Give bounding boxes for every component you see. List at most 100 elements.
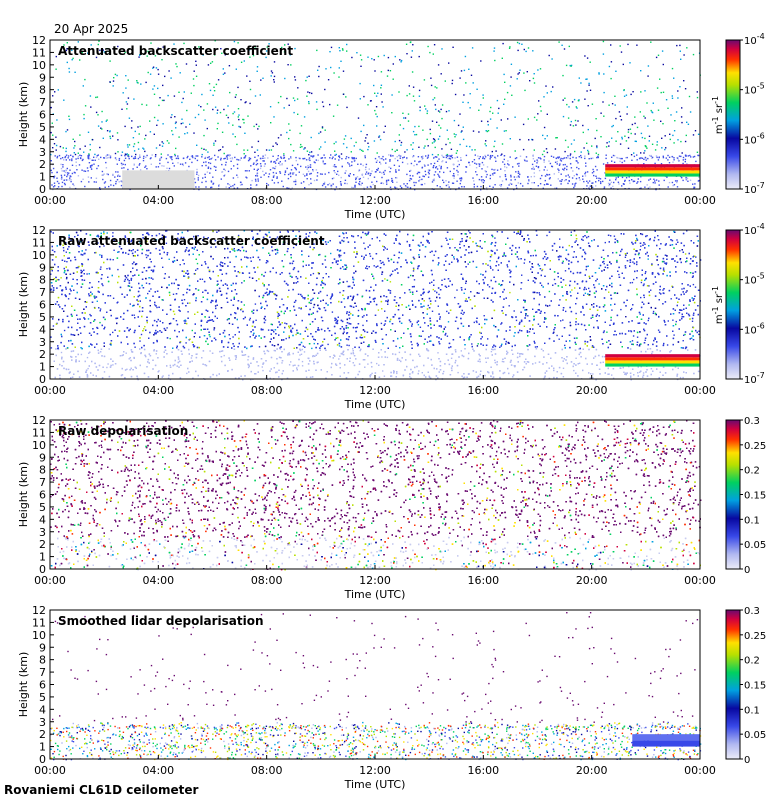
y-tick-label: 1 (39, 361, 46, 374)
x-tick-label: 00:00 (34, 194, 66, 207)
y-tick-label: 7 (39, 666, 46, 679)
y-tick-label: 4 (39, 513, 46, 526)
y-tick-label: 10 (32, 249, 46, 262)
plot-area (50, 420, 700, 569)
y-tick-label: 0 (39, 563, 46, 576)
y-axis-label: Height (km) (17, 462, 30, 528)
y-tick-label: 6 (39, 679, 46, 692)
colorbar-label: m-1 sr-1 (711, 96, 725, 134)
panel-2: Raw attenuated backscatter coefficient01… (17, 222, 765, 411)
colorbar-tick-label: 0.3 (744, 416, 760, 427)
x-tick-label: 16:00 (467, 384, 499, 397)
colorbar-tick-label: 0.05 (744, 730, 766, 741)
y-tick-label: 5 (39, 311, 46, 324)
colorbar-tick-label: 10-6 (744, 131, 765, 146)
y-tick-label: 5 (39, 691, 46, 704)
y-tick-label: 0 (39, 373, 46, 386)
colorbar-tick-label: 10-5 (744, 272, 765, 287)
x-tick-label: 16:00 (467, 574, 499, 587)
x-tick-label: 12:00 (359, 764, 391, 777)
x-tick-label: 20:00 (576, 574, 608, 587)
colorbar-tick-label: 0.2 (744, 656, 760, 667)
x-axis-label: Time (UTC) (344, 398, 406, 411)
y-tick-label: 9 (39, 451, 46, 464)
y-tick-label: 3 (39, 716, 46, 729)
colorbar-tick-label: 0.25 (744, 441, 766, 452)
colorbar-tick-label: 0.1 (744, 515, 760, 526)
x-tick-label: 00:00 (34, 764, 66, 777)
colorbar-label: m-1 sr-1 (711, 286, 725, 324)
colorbar-tick-label: 0.2 (744, 466, 760, 477)
x-tick-label: 04:00 (142, 194, 174, 207)
y-axis-label: Height (km) (17, 652, 30, 718)
y-tick-label: 4 (39, 703, 46, 716)
x-tick-label: 20:00 (576, 194, 608, 207)
y-tick-label: 4 (39, 323, 46, 336)
panel-4: Smoothed lidar depolarisation01234567891… (17, 604, 766, 791)
y-tick-label: 2 (39, 538, 46, 551)
colorbar-tick-label: 0.25 (744, 631, 766, 642)
y-tick-label: 9 (39, 641, 46, 654)
y-tick-label: 8 (39, 464, 46, 477)
y-tick-label: 6 (39, 299, 46, 312)
x-tick-label: 16:00 (467, 764, 499, 777)
colorbar-tick-label: 10-6 (744, 321, 765, 336)
y-axis-label: Height (km) (17, 82, 30, 148)
cloud-layer (605, 164, 700, 177)
y-tick-label: 7 (39, 286, 46, 299)
colorbar-tick-label: 0.05 (744, 540, 766, 551)
y-tick-label: 0 (39, 753, 46, 766)
y-tick-label: 8 (39, 84, 46, 97)
y-tick-label: 12 (32, 604, 46, 617)
y-tick-label: 2 (39, 158, 46, 171)
y-tick-label: 9 (39, 261, 46, 274)
x-tick-label: 00:00 (34, 384, 66, 397)
y-tick-label: 1 (39, 551, 46, 564)
x-tick-label: 04:00 (142, 384, 174, 397)
x-tick-label: 00:00 (684, 194, 716, 207)
station-label: Rovaniemi CL61D ceilometer (4, 783, 199, 797)
x-tick-label: 08:00 (251, 384, 283, 397)
colorbar-tick-label: 10-7 (744, 181, 765, 196)
y-tick-label: 9 (39, 71, 46, 84)
y-tick-label: 0 (39, 183, 46, 196)
x-axis-label: Time (UTC) (344, 778, 406, 791)
y-tick-label: 11 (32, 236, 46, 249)
colorbar-tick-label: 0 (744, 755, 750, 766)
colorbar-tick-label: 0.15 (744, 491, 766, 502)
x-tick-label: 04:00 (142, 764, 174, 777)
x-tick-label: 00:00 (34, 574, 66, 587)
colorbar-tick-label: 10-4 (744, 222, 765, 237)
x-tick-label: 08:00 (251, 574, 283, 587)
y-tick-label: 11 (32, 426, 46, 439)
y-tick-label: 3 (39, 336, 46, 349)
x-tick-label: 20:00 (576, 764, 608, 777)
y-tick-label: 10 (32, 59, 46, 72)
y-tick-label: 5 (39, 121, 46, 134)
no-data-region (122, 170, 195, 189)
colorbar-tick-label: 10-7 (744, 371, 765, 386)
panels: Attenuated backscatter coefficient012345… (17, 32, 766, 791)
panel-title: Raw depolarisation (58, 424, 188, 438)
x-tick-label: 16:00 (467, 194, 499, 207)
heatmap-texture (50, 612, 702, 761)
colorbar-tick-label: 0.3 (744, 606, 760, 617)
x-axis-label: Time (UTC) (344, 588, 406, 601)
y-tick-label: 5 (39, 501, 46, 514)
y-tick-label: 6 (39, 109, 46, 122)
plot-area (50, 40, 700, 189)
x-tick-label: 12:00 (359, 194, 391, 207)
y-tick-label: 8 (39, 274, 46, 287)
y-tick-label: 3 (39, 526, 46, 539)
panel-title: Attenuated backscatter coefficient (58, 44, 293, 58)
colorbar-tick-label: 0 (744, 565, 750, 576)
y-tick-label: 12 (32, 34, 46, 47)
y-tick-label: 10 (32, 439, 46, 452)
x-tick-label: 00:00 (684, 384, 716, 397)
panel-1: Attenuated backscatter coefficient012345… (17, 32, 765, 221)
y-tick-label: 11 (32, 616, 46, 629)
panel-title: Smoothed lidar depolarisation (58, 614, 264, 628)
y-tick-label: 12 (32, 414, 46, 427)
colorbar-tick-label: 10-4 (744, 32, 765, 47)
